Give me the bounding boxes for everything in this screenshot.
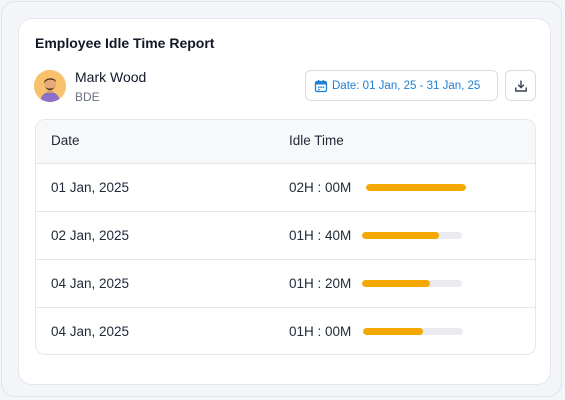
idle-progress-fill (366, 184, 466, 191)
idle-time-table: Date Idle Time 01 Jan, 2025 02H : 00M 02… (35, 119, 536, 355)
column-header-date: Date (51, 133, 80, 148)
idle-progress-fill (362, 232, 439, 239)
download-icon (514, 79, 528, 93)
row-date: 04 Jan, 2025 (51, 276, 130, 291)
idle-progress-bar (366, 184, 466, 191)
date-range-label: Date: 01 Jan, 25 - 31 Jan, 25 (332, 79, 481, 92)
user-role: BDE (75, 90, 100, 104)
idle-progress-fill (363, 328, 423, 335)
row-idle-time: 01H : 00M (289, 324, 352, 339)
idle-progress-fill (362, 280, 430, 287)
avatar (34, 70, 66, 102)
row-date: 01 Jan, 2025 (51, 180, 130, 195)
idle-progress-bar (362, 280, 462, 287)
idle-progress-bar (362, 232, 462, 239)
download-button[interactable] (505, 70, 536, 101)
table-header: Date Idle Time (36, 120, 535, 164)
table-row: 04 Jan, 2025 01H : 20M (36, 260, 535, 308)
date-range-button[interactable]: Date: 01 Jan, 25 - 31 Jan, 25 (305, 70, 498, 101)
table-row: 01 Jan, 2025 02H : 00M (36, 164, 535, 212)
table-row: 02 Jan, 2025 01H : 40M (36, 212, 535, 260)
user-name: Mark Wood (75, 69, 147, 85)
report-title: Employee Idle Time Report (35, 35, 215, 51)
report-card: Employee Idle Time Report Mark Wood BDE (18, 18, 551, 385)
row-date: 02 Jan, 2025 (51, 228, 130, 243)
avatar-image (34, 70, 66, 102)
row-idle-time: 01H : 20M (289, 276, 352, 291)
idle-progress-bar (363, 328, 463, 335)
row-idle-time: 02H : 00M (289, 180, 352, 195)
row-date: 04 Jan, 2025 (51, 324, 130, 339)
row-idle-time: 01H : 40M (289, 228, 352, 243)
calendar-icon (314, 79, 328, 93)
table-row: 04 Jan, 2025 01H : 00M (36, 308, 535, 354)
column-header-idle-time: Idle Time (289, 133, 344, 148)
